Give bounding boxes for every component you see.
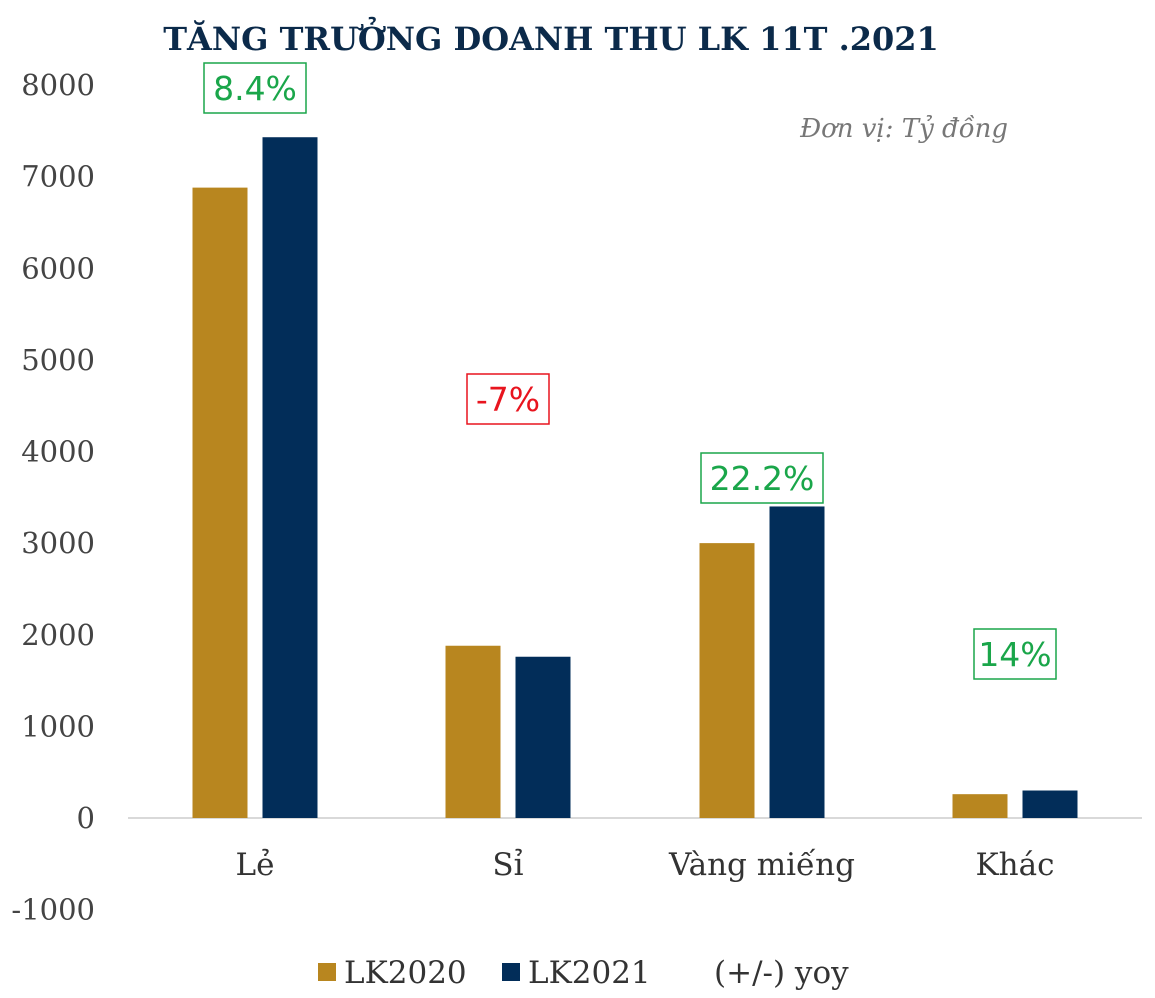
yoy-label-3: 14% <box>978 635 1051 674</box>
legend-swatch-lk2021 <box>502 963 520 981</box>
y-tick-label: 4000 <box>21 435 95 469</box>
legend-swatch-lk2020 <box>318 963 336 981</box>
legend-label-lk2021: LK2021 <box>528 955 651 991</box>
y-tick-label: 3000 <box>21 526 95 560</box>
category-label-1: Sỉ <box>492 847 523 883</box>
yoy-box-0 <box>203 62 307 114</box>
bar-lk2021-0 <box>262 137 318 818</box>
category-label-0: Lẻ <box>236 847 275 883</box>
bar-lk2021-1 <box>515 656 571 818</box>
bar-lk2020-2 <box>699 543 755 818</box>
category-label-3: Khác <box>976 847 1055 883</box>
yoy-box-1 <box>466 373 550 425</box>
yoy-box-2 <box>700 452 824 504</box>
legend: LK2020 LK2021 (+/-) yoy <box>318 955 849 991</box>
y-tick-label: -1000 <box>11 893 95 927</box>
y-tick-label: 1000 <box>21 709 95 743</box>
bars <box>192 137 1078 818</box>
y-axis: -1000 0 1000 2000 3000 4000 5000 6000 7000 8000 <box>11 68 95 927</box>
bar-lk2021-3 <box>1022 790 1078 818</box>
yoy-label-0: 8.4% <box>213 69 297 108</box>
bar-lk2020-0 <box>192 187 248 818</box>
yoy-labels: 8.4% -7% 22.2% 14% <box>203 62 1057 680</box>
y-tick-label: 5000 <box>21 343 95 377</box>
bar-lk2020-3 <box>952 794 1008 818</box>
yoy-label-2: 22.2% <box>710 459 815 498</box>
bar-lk2020-1 <box>445 645 501 818</box>
y-tick-label: 8000 <box>21 68 95 102</box>
y-tick-label: 2000 <box>21 618 95 652</box>
y-tick-label: 0 <box>77 801 95 835</box>
yoy-label-1: -7% <box>476 380 540 419</box>
chart-title: TĂNG TRƯỞNG DOANH THU LK 11T .2021 <box>163 16 939 58</box>
legend-label-yoy: (+/-) yoy <box>714 955 849 991</box>
category-label-2: Vàng miếng <box>668 847 855 883</box>
legend-label-lk2020: LK2020 <box>344 955 467 991</box>
yoy-box-3 <box>973 628 1057 680</box>
y-tick-label: 6000 <box>21 251 95 285</box>
category-labels: Lẻ Sỉ Vàng miếng Khác <box>236 847 1055 883</box>
bar-lk2021-2 <box>769 506 825 818</box>
unit-note: Đơn vị: Tỷ đồng <box>799 114 1008 144</box>
y-tick-label: 7000 <box>21 160 95 194</box>
